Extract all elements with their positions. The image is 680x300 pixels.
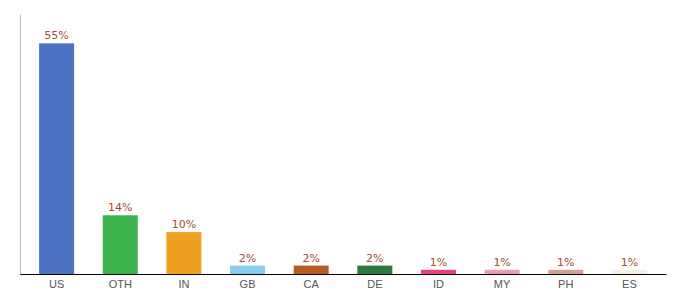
bar bbox=[294, 266, 329, 274]
x-tick: IN bbox=[178, 278, 189, 290]
data-label: 1% bbox=[493, 256, 510, 269]
bar bbox=[230, 266, 265, 274]
x-tick: OTH bbox=[109, 278, 132, 290]
bar bbox=[103, 215, 138, 274]
y-axis bbox=[20, 15, 21, 275]
data-labels: 55% 14% 10% 2% 2% 2% 1% 1% 1% 1% bbox=[44, 29, 638, 268]
bars bbox=[39, 43, 647, 274]
x-tick-label: ID bbox=[433, 278, 444, 290]
x-tick-label: OTH bbox=[109, 278, 132, 290]
x-tick: US bbox=[49, 278, 64, 290]
data-label: 1% bbox=[430, 256, 447, 269]
x-tick-label: IN bbox=[178, 278, 189, 290]
x-tick-label: GB bbox=[240, 278, 256, 290]
x-tick-label: US bbox=[49, 278, 64, 290]
x-tick: CA bbox=[304, 278, 320, 290]
x-tick: ES bbox=[622, 278, 637, 290]
bar bbox=[548, 270, 583, 274]
data-label: 10% bbox=[172, 218, 196, 231]
chart: US OTH IN GB CA DE ID MY PH ES 55% 14% 10% 2% 2% 2% 1% 1%… bbox=[0, 0, 680, 300]
bar bbox=[485, 270, 520, 274]
x-tick-label: DE bbox=[367, 278, 382, 290]
x-tick: DE bbox=[367, 278, 382, 290]
x-tick-label: MY bbox=[494, 278, 511, 290]
data-label: 2% bbox=[302, 252, 319, 265]
x-tick-label: PH bbox=[558, 278, 573, 290]
bar bbox=[357, 266, 392, 274]
x-tick-label: CA bbox=[304, 278, 320, 290]
x-tick: ID bbox=[433, 278, 444, 290]
x-tick: PH bbox=[558, 278, 573, 290]
bar bbox=[39, 43, 74, 274]
y-axis-line bbox=[20, 15, 21, 275]
data-label: 1% bbox=[557, 256, 574, 269]
x-axis: US OTH IN GB CA DE ID MY PH ES bbox=[21, 275, 667, 290]
bar bbox=[166, 232, 201, 274]
data-label: 14% bbox=[108, 201, 132, 214]
bar bbox=[421, 270, 456, 274]
x-tick-label: ES bbox=[622, 278, 637, 290]
x-axis-line bbox=[21, 274, 667, 275]
x-tick: GB bbox=[240, 278, 256, 290]
data-label: 2% bbox=[366, 252, 383, 265]
data-label: 1% bbox=[621, 256, 638, 269]
data-label: 2% bbox=[239, 252, 256, 265]
bar bbox=[612, 270, 647, 274]
data-label: 55% bbox=[44, 29, 68, 42]
x-tick: MY bbox=[494, 278, 511, 290]
plot: US OTH IN GB CA DE ID MY PH ES 55% 14% 10% 2% 2% 2% 1% 1%… bbox=[21, 15, 667, 290]
